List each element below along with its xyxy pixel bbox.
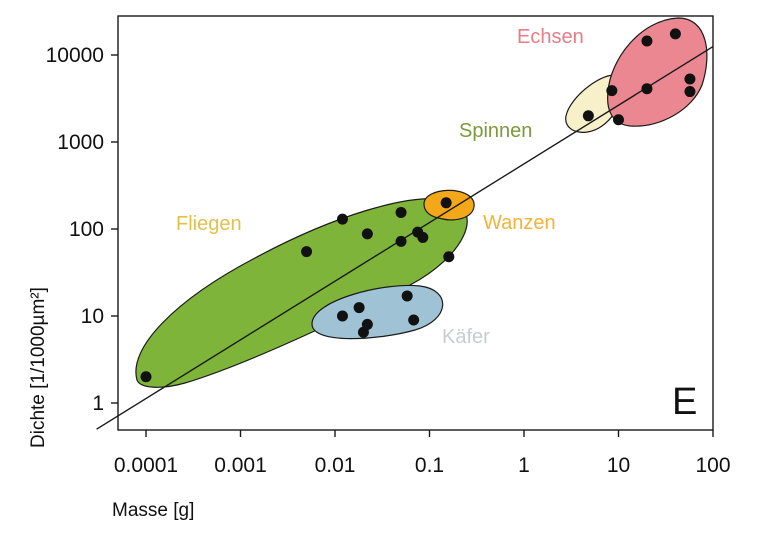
- data-point: [669, 28, 681, 40]
- x-tick-label: 0.001: [214, 454, 267, 477]
- fliegen-hull: [135, 198, 468, 388]
- data-point: [395, 235, 407, 247]
- group-label: Spinnen: [459, 120, 532, 142]
- x-tick-label: 1: [518, 454, 530, 477]
- data-point: [401, 290, 413, 302]
- x-tick-label: 0.0001: [114, 454, 178, 477]
- group-label: Käfer: [442, 326, 490, 348]
- data-point: [353, 302, 365, 314]
- data-point: [641, 83, 653, 95]
- data-point: [336, 310, 348, 322]
- data-point: [361, 228, 373, 240]
- data-point: [641, 35, 653, 47]
- y-axis: 1 10 100 1000 10000: [46, 44, 118, 415]
- group-hulls: [135, 17, 708, 388]
- group-label: Wanzen: [483, 212, 556, 234]
- data-point: [361, 318, 373, 330]
- y-tick-label: 1: [92, 392, 104, 415]
- data-point: [440, 197, 452, 209]
- data-point: [336, 213, 348, 225]
- x-tick-label: 10: [607, 454, 630, 477]
- group-labels: Fliegen Käfer Wanzen Spinnen Echsen: [176, 26, 584, 348]
- group-label: Echsen: [517, 26, 584, 48]
- data-point: [301, 246, 313, 258]
- echsen-hull: [607, 17, 708, 127]
- group-label: Fliegen: [176, 213, 242, 235]
- data-point: [417, 231, 429, 243]
- data-point: [443, 251, 455, 263]
- plot-frame: [117, 15, 714, 431]
- data-point: [582, 110, 594, 122]
- data-point: [395, 206, 407, 218]
- data-points: [140, 28, 696, 383]
- x-axis-title: Masse [g]: [112, 500, 194, 521]
- data-point: [140, 371, 152, 383]
- y-tick-label: 1000: [57, 131, 104, 154]
- y-tick-label: 10000: [46, 44, 104, 67]
- x-tick-label: 0.01: [315, 454, 356, 477]
- panel-letter: E: [672, 381, 697, 423]
- data-point: [684, 73, 696, 85]
- y-tick-label: 100: [69, 218, 104, 241]
- y-tick-label: 10: [81, 305, 104, 328]
- data-point: [684, 86, 696, 98]
- x-axis: 0.0001 0.001 0.01 0.1 1 10 100: [114, 430, 731, 477]
- data-point: [606, 85, 618, 97]
- y-axis-title: Dichte [1/1000µm²]: [28, 287, 49, 448]
- x-tick-label: 0.1: [415, 454, 444, 477]
- data-point: [613, 114, 624, 126]
- data-point: [408, 314, 420, 326]
- x-tick-label: 100: [695, 454, 730, 477]
